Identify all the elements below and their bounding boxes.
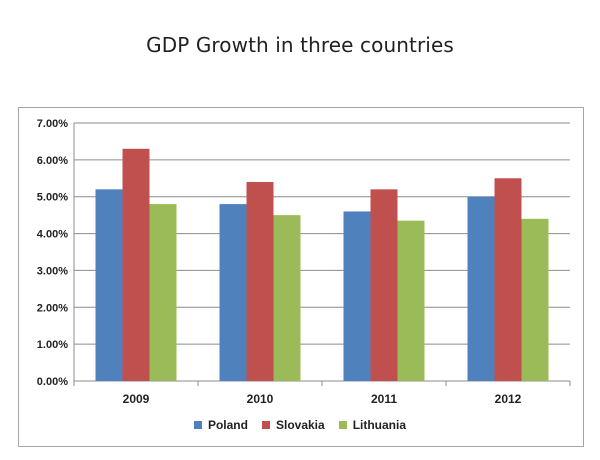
bar-slovakia-2010 [246,181,274,381]
x-tick-label: 2010 [247,392,274,406]
y-tick-label: 6.00% [37,155,68,167]
y-tick-label: 5.00% [37,192,68,204]
y-tick-label: 3.00% [37,265,68,277]
legend-label-slovakia: Slovakia [275,418,325,432]
x-tick-label: 2009 [123,392,150,406]
legend-label-lithuania: Lithuania [352,418,407,432]
bar-lithuania-2009 [149,204,177,381]
y-tick-label: 2.00% [37,302,68,314]
bar-lithuania-2012 [521,218,549,381]
bar-poland-2012 [467,196,495,381]
bar-poland-2009 [95,189,123,381]
legend-label-poland: Poland [207,418,248,432]
y-tick-label: 7.00% [37,118,68,130]
legend-swatch-lithuania [338,421,347,429]
legend-swatch-poland [193,421,202,429]
y-tick-label: 4.00% [37,229,68,241]
bar-poland-2011 [343,211,371,381]
legend: Poland Slovakia Lithuania [0,418,600,432]
legend-item-slovakia: Slovakia [261,418,325,432]
bar-slovakia-2012 [494,178,522,381]
y-tick-label: 1.00% [37,339,68,351]
y-tick-label: 0.00% [37,376,68,388]
bar-lithuania-2011 [397,220,425,381]
legend-item-lithuania: Lithuania [338,418,407,432]
bar-poland-2010 [219,204,247,381]
bar-slovakia-2009 [122,148,150,381]
legend-swatch-slovakia [261,421,270,429]
bar-slovakia-2011 [370,189,398,381]
x-tick-label: 2012 [495,392,522,406]
chart-title: GDP Growth in three countries [146,33,454,57]
x-tick-label: 2011 [371,392,397,406]
legend-item-poland: Poland [193,418,248,432]
bar-lithuania-2010 [273,215,301,381]
